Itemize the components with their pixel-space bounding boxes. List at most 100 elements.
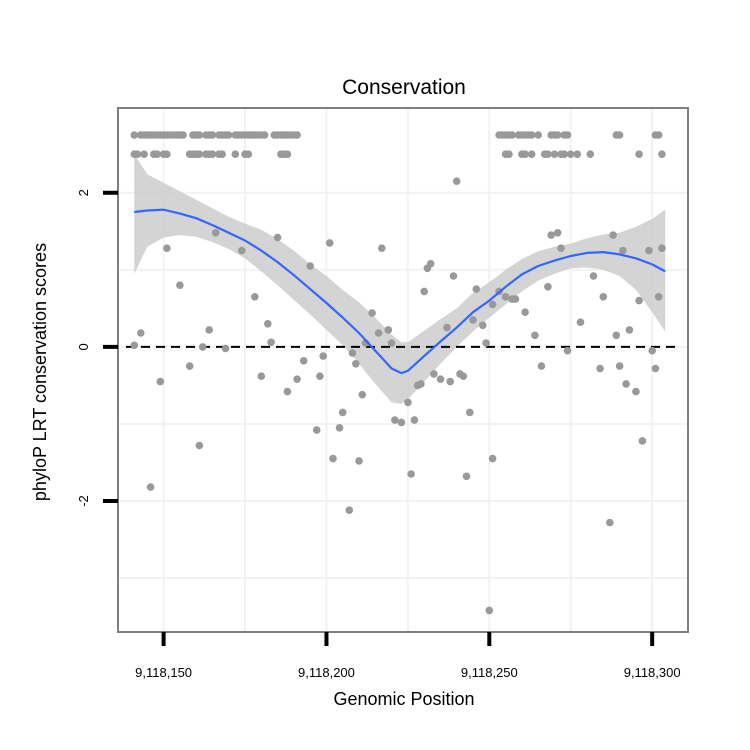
data-point <box>198 343 207 351</box>
data-point <box>306 262 315 270</box>
data-point <box>163 150 171 158</box>
data-point <box>485 606 494 615</box>
data-point <box>224 131 233 139</box>
data-point <box>615 362 624 370</box>
data-point <box>563 131 572 139</box>
data-point <box>273 233 282 242</box>
data-point <box>508 131 516 139</box>
data-point <box>238 246 246 255</box>
data-point <box>566 150 575 158</box>
data-point <box>345 506 354 514</box>
data-point <box>612 331 621 340</box>
data-point <box>130 341 139 350</box>
data-point <box>527 150 536 158</box>
data-point <box>251 293 259 301</box>
data-point <box>632 387 640 396</box>
data-point <box>459 372 468 381</box>
data-point <box>658 244 666 252</box>
data-point <box>137 329 145 337</box>
data-point <box>436 375 445 384</box>
data-point <box>482 339 490 347</box>
data-point <box>218 150 226 158</box>
data-point <box>638 437 647 445</box>
data-point <box>527 131 536 139</box>
data-point <box>391 416 399 424</box>
data-point <box>374 329 383 337</box>
x-tick-label: 9,118,250 <box>461 665 518 680</box>
data-point <box>319 352 328 360</box>
data-point <box>589 272 598 280</box>
data-point <box>658 150 666 158</box>
data-point <box>208 150 217 158</box>
data-point <box>521 308 529 317</box>
data-point <box>452 177 461 185</box>
data-point <box>316 372 324 381</box>
data-point <box>153 150 161 158</box>
data-point <box>338 408 347 417</box>
data-point <box>410 416 419 424</box>
data-point <box>378 244 386 252</box>
data-point <box>576 318 585 327</box>
data-point <box>260 131 269 139</box>
confidence-band <box>134 154 666 404</box>
data-point <box>651 364 660 373</box>
data-point <box>156 377 165 386</box>
data-point <box>176 281 184 290</box>
data-point <box>407 470 415 478</box>
x-axis-label: Genomic Position <box>333 689 474 709</box>
data-point <box>335 424 344 432</box>
x-tick-label: 9,118,300 <box>624 665 681 680</box>
data-point <box>221 344 230 353</box>
data-point <box>426 259 435 268</box>
data-point <box>329 454 337 463</box>
data-point <box>553 229 562 237</box>
data-point <box>449 272 458 280</box>
data-point <box>619 246 627 255</box>
data-point <box>211 229 220 237</box>
data-point <box>446 377 455 386</box>
data-point <box>511 295 520 303</box>
data-point <box>488 454 497 463</box>
gridlines <box>118 108 688 632</box>
data-point <box>654 131 663 139</box>
data-point <box>635 296 643 305</box>
data-point <box>596 364 604 373</box>
data-point <box>397 418 406 427</box>
data-point <box>348 349 357 357</box>
x-tick-label: 9,118,150 <box>135 665 192 680</box>
smooth-line-layer <box>134 208 666 375</box>
data-point <box>293 131 301 139</box>
data-point <box>537 362 546 370</box>
data-point <box>550 150 559 158</box>
y-tick-label: 2 <box>76 189 91 196</box>
data-point <box>547 231 555 239</box>
data-point <box>283 387 292 396</box>
data-point <box>163 244 171 252</box>
data-point <box>560 150 568 158</box>
data-point <box>293 375 301 384</box>
data-point <box>505 150 513 158</box>
data-point <box>312 426 321 434</box>
x-axis-ticks: 9,118,150 9,118,200 9,118,250 9,118,300 <box>135 632 681 680</box>
panel-border <box>117 107 689 633</box>
data-point <box>185 362 194 370</box>
data-point <box>208 131 217 139</box>
data-point <box>466 408 474 417</box>
data-point <box>544 283 552 291</box>
data-point <box>645 246 653 255</box>
data-point <box>553 131 562 139</box>
data-point <box>179 131 187 139</box>
data-point <box>195 150 204 158</box>
data-point <box>146 483 155 491</box>
data-point <box>257 372 266 381</box>
y-tick-label: 0 <box>76 343 91 350</box>
data-point <box>368 309 376 317</box>
data-point <box>625 326 634 334</box>
data-point <box>267 338 275 347</box>
data-point <box>606 518 614 527</box>
data-point <box>573 150 582 158</box>
data-point <box>387 339 396 347</box>
data-point <box>443 323 451 332</box>
data-point <box>462 472 471 481</box>
